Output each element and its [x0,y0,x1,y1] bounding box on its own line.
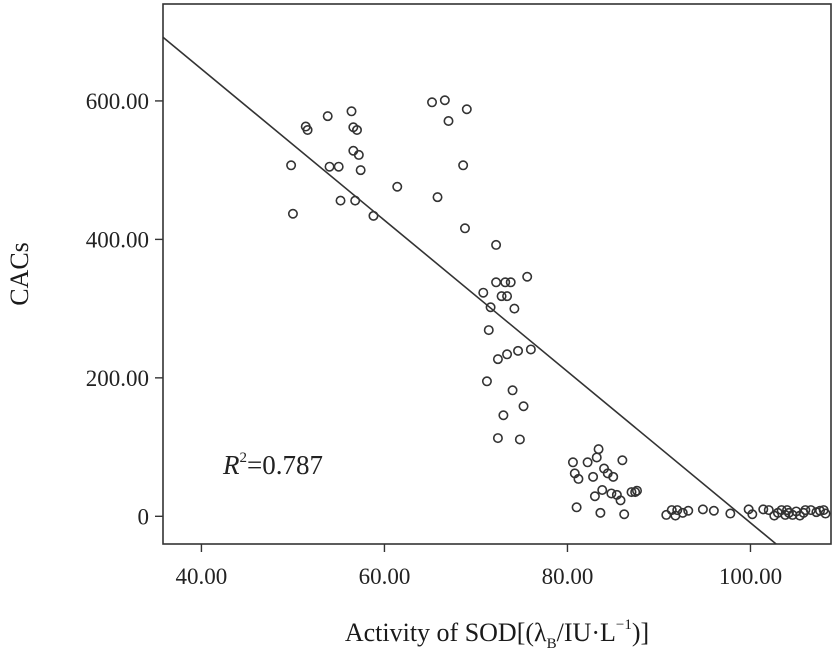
data-point [458,160,469,171]
data-point [725,508,736,519]
data-point [287,208,298,219]
y-axis-title: CACs [5,242,34,306]
data-point [483,325,494,336]
data-point [322,111,333,122]
data-point [525,344,536,355]
data-point [708,505,719,516]
data-point [507,385,518,396]
data-point [571,502,582,513]
data-point [805,505,816,516]
data-points [286,95,831,521]
data-point [481,376,492,387]
data-point [439,95,450,106]
data-point [459,223,470,234]
data-point [573,473,584,484]
r-squared-annotation: R2=0.787 [222,450,323,480]
data-point [353,149,364,160]
data-point [615,495,626,506]
data-point [491,277,502,288]
data-point [619,509,630,520]
data-point [518,401,529,412]
data-point [632,485,643,496]
data-point [500,277,511,288]
regression-line [162,36,777,545]
tick-labels: 40.00 60.00 80.00 100.00 0 200.00 400.00 600.00 [86,89,782,589]
data-point [800,505,811,516]
data-point [492,354,503,365]
data-point [617,455,628,466]
data-point [591,452,602,463]
data-point [820,508,831,519]
data-point [763,505,774,516]
data-point [491,239,502,250]
data-point [351,125,362,136]
data-point [324,161,335,172]
data-point [350,195,361,206]
data-point [392,181,403,192]
data-point [335,195,346,206]
data-point [509,303,520,314]
data-point [502,349,513,360]
data-point [355,165,366,176]
data-point [513,345,524,356]
x-tick-label: 40.00 [176,564,228,589]
data-point [597,484,608,495]
x-tick-label: 80.00 [542,564,594,589]
data-point [492,433,503,444]
data-point [747,509,758,520]
data-point [626,487,637,498]
data-point [432,192,443,203]
data-point [427,97,438,108]
data-point [588,471,599,482]
data-point [758,504,769,515]
data-point [606,488,617,499]
x-tick-label: 60.00 [359,564,411,589]
y-tick-label: 0 [138,504,150,529]
x-axis-title: Activity of SOD[(λB/IU·L−1)] [345,617,649,652]
x-tick-label: 100.00 [719,564,782,589]
data-point [582,457,593,468]
y-tick-label: 200.00 [86,366,149,391]
data-point [630,487,641,498]
data-point [505,277,516,288]
data-point [443,116,454,127]
data-point [661,509,672,520]
data-point [522,271,533,282]
data-point [608,471,619,482]
data-point [368,210,379,221]
axis-ticks [155,100,752,552]
data-point [683,505,694,516]
data-point [677,507,688,518]
data-point [485,302,496,313]
data-point [589,491,600,502]
plot-frame [162,3,832,545]
data-point [478,287,489,298]
data-point [286,160,297,171]
data-point [496,291,507,302]
data-point [346,106,357,117]
data-point [593,444,604,455]
data-point [461,104,472,115]
y-tick-label: 600.00 [86,89,149,114]
data-point [502,291,513,302]
data-point [333,161,344,172]
data-point [302,125,313,136]
data-point [514,434,525,445]
data-point [815,505,826,516]
data-point [595,507,606,518]
data-point [672,505,683,516]
y-tick-label: 400.00 [86,227,149,252]
data-point [498,410,509,421]
data-point [697,504,708,515]
data-point [567,457,578,468]
